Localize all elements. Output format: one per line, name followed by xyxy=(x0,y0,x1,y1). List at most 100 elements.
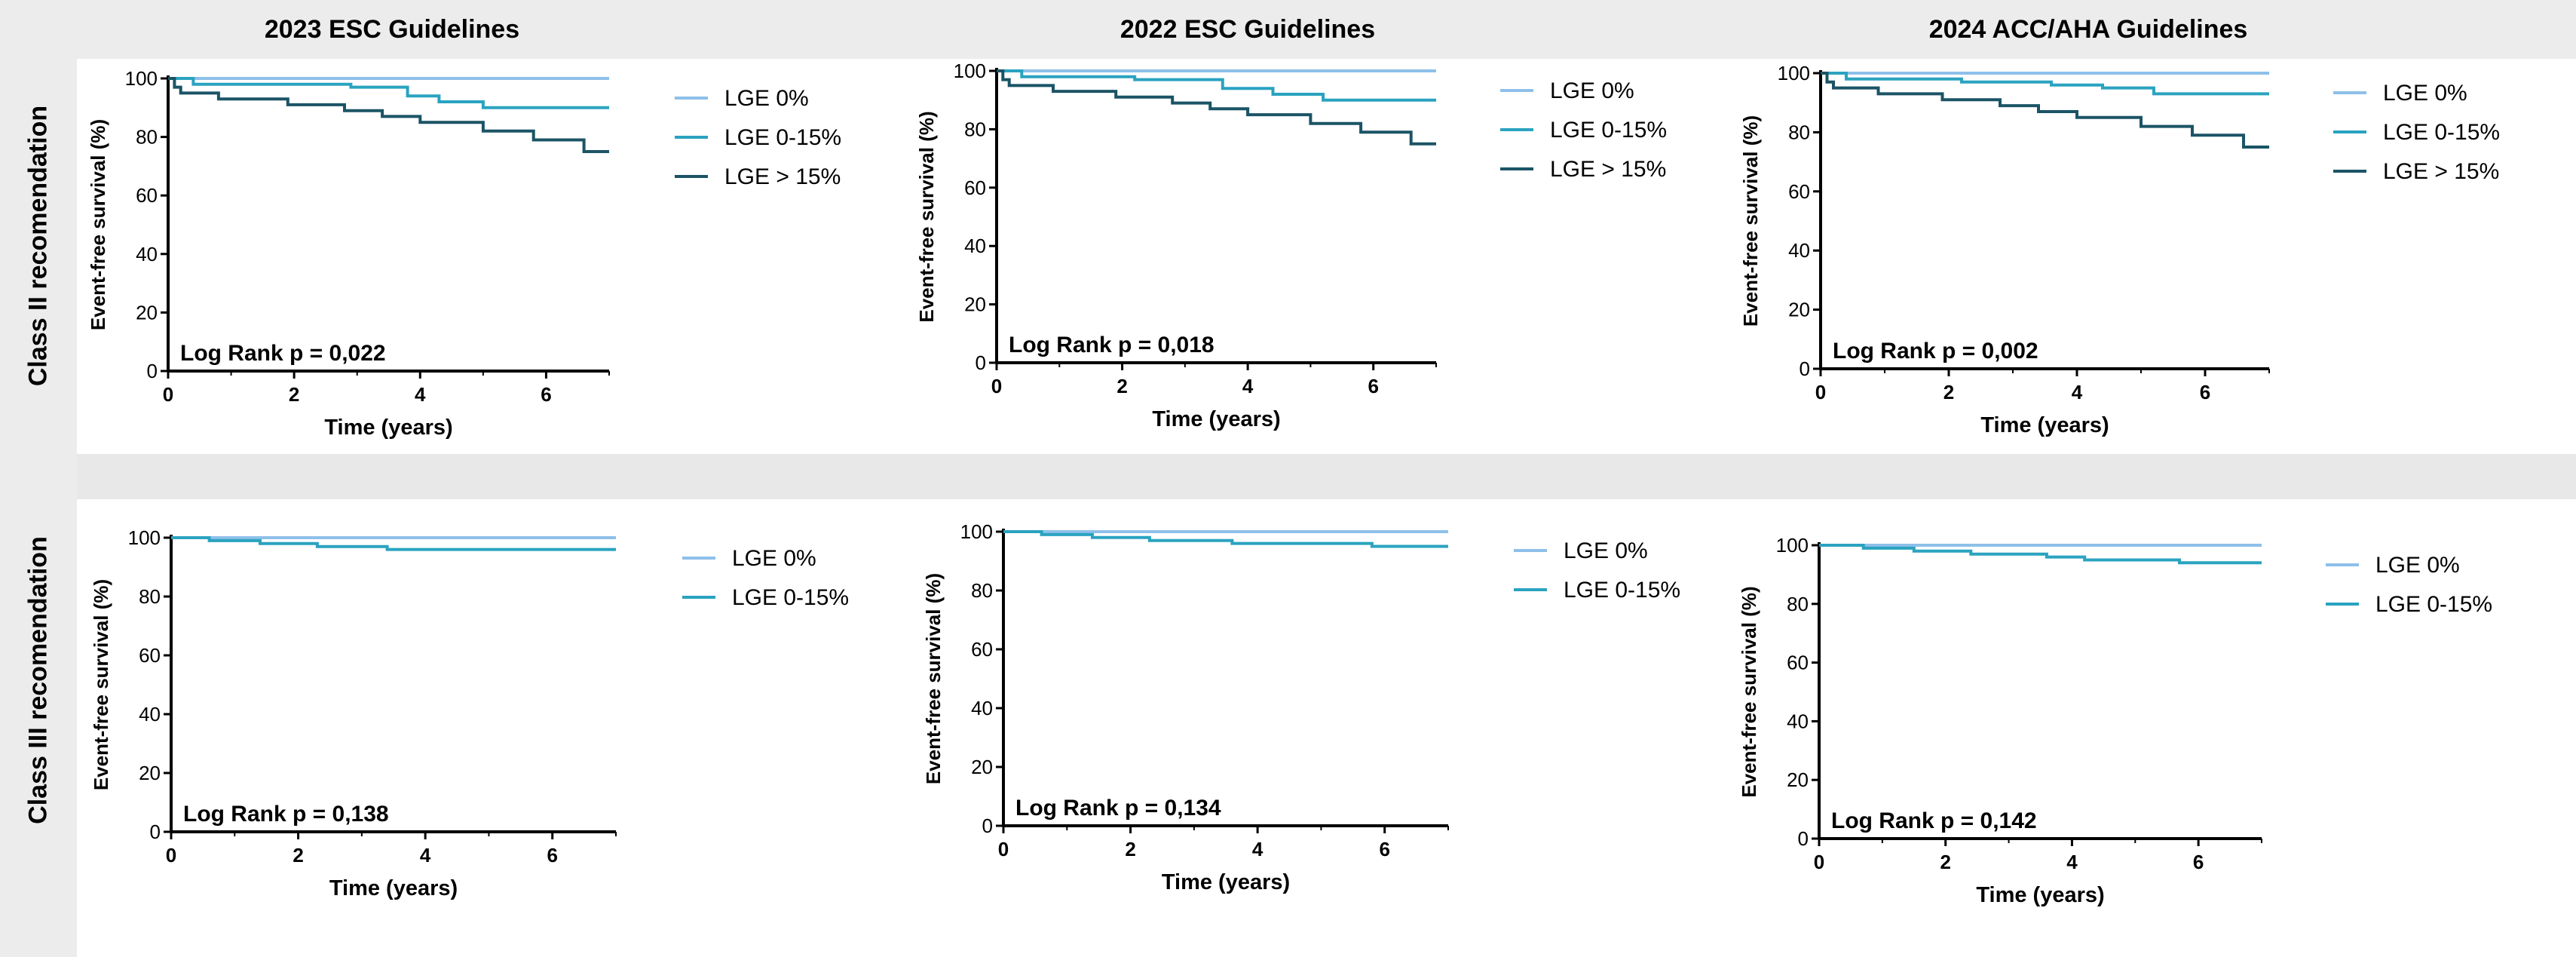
y-tick-label: 100 xyxy=(1778,62,1810,84)
legend-label: LGE 0% xyxy=(732,546,816,571)
series-line-lge-15- xyxy=(1821,72,2269,149)
y-tick-label: 40 xyxy=(1787,710,1809,732)
series-line-lge-0-15- xyxy=(1003,530,1448,548)
y-tick-label: 60 xyxy=(139,644,161,667)
series-line-lge-0-15- xyxy=(1819,544,2262,565)
column-title-2023-esc: 2023 ESC Guidelines xyxy=(264,15,520,44)
legend-label: LGE > 15% xyxy=(1550,157,1666,182)
x-tick-label: 4 xyxy=(2072,381,2083,403)
x-tick-label: 2 xyxy=(293,844,303,867)
x-tick-label: 0 xyxy=(1814,851,1824,873)
x-tick-label: 4 xyxy=(1242,375,1254,397)
x-axis-label: Time (years) xyxy=(1152,407,1280,431)
log-rank-annotation: Log Rank p = 0,002 xyxy=(1833,339,2038,363)
y-tick-label: 100 xyxy=(128,526,161,549)
y-tick-label: 100 xyxy=(1776,534,1809,557)
y-tick-label: 80 xyxy=(139,585,161,608)
x-tick-label: 6 xyxy=(2193,851,2204,873)
y-tick-label: 0 xyxy=(1798,827,1809,850)
column-header-band xyxy=(0,0,2576,59)
x-tick-label: 4 xyxy=(415,383,426,406)
y-axis-label: Event-free survival (%) xyxy=(87,119,109,330)
series-line-lge-15- xyxy=(168,77,609,153)
x-tick-label: 2 xyxy=(1943,381,1954,403)
km-panel-5: 0 20 40 60 80 100 0 2 4 6 Time (years) Event-free s… xyxy=(922,520,1680,894)
y-axis-label: Event-free survival (%) xyxy=(1738,586,1760,797)
y-tick-label: 20 xyxy=(136,301,158,324)
legend-label: LGE 0% xyxy=(724,86,809,111)
y-tick-label: 20 xyxy=(971,756,993,778)
legend-label: LGE 0-15% xyxy=(1550,118,1667,143)
x-tick-label: 4 xyxy=(2066,851,2078,873)
y-axis-label: Event-free survival (%) xyxy=(1739,115,1762,327)
x-tick-label: 0 xyxy=(166,844,176,867)
x-tick-label: 2 xyxy=(289,383,299,406)
y-tick-label: 0 xyxy=(150,821,161,843)
y-tick-label: 0 xyxy=(982,814,993,837)
x-axis-label: Time (years) xyxy=(329,876,458,900)
y-tick-label: 80 xyxy=(136,126,158,149)
series-line-lge-0-15- xyxy=(171,536,616,551)
y-tick-label: 60 xyxy=(971,638,993,661)
y-tick-label: 20 xyxy=(1788,299,1810,321)
x-tick-label: 4 xyxy=(420,844,431,867)
y-tick-label: 80 xyxy=(971,579,993,602)
log-rank-annotation: Log Rank p = 0,142 xyxy=(1831,808,2037,833)
y-tick-label: 60 xyxy=(964,176,986,199)
row-header-band xyxy=(0,0,77,957)
log-rank-annotation: Log Rank p = 0,138 xyxy=(183,802,389,827)
x-tick-label: 6 xyxy=(1368,375,1378,397)
km-panel-4: 0 20 40 60 80 100 0 2 4 6 Time (years) Event-free s… xyxy=(90,526,849,900)
legend-label: LGE 0-15% xyxy=(724,125,841,150)
y-tick-label: 0 xyxy=(976,351,986,374)
x-tick-label: 6 xyxy=(541,383,551,406)
legend-label: LGE 0-15% xyxy=(1564,578,1680,603)
legend-label: LGE 0% xyxy=(1550,78,1634,103)
series-line-lge-15- xyxy=(997,69,1436,146)
y-tick-label: 60 xyxy=(136,184,158,207)
x-tick-label: 2 xyxy=(1940,851,1950,873)
log-rank-annotation: Log Rank p = 0,022 xyxy=(180,341,386,366)
x-tick-label: 6 xyxy=(547,844,557,867)
y-axis-label: Event-free survival (%) xyxy=(90,579,112,790)
legend-label: LGE 0% xyxy=(2375,553,2460,578)
y-tick-label: 60 xyxy=(1788,180,1810,203)
x-axis-label: Time (years) xyxy=(324,416,452,440)
y-tick-label: 20 xyxy=(964,293,986,316)
legend-label: LGE 0-15% xyxy=(732,585,849,610)
y-axis-label: Event-free survival (%) xyxy=(922,573,945,784)
y-tick-label: 0 xyxy=(1800,357,1810,380)
y-tick-label: 100 xyxy=(125,67,158,90)
legend-label: LGE 0% xyxy=(2383,81,2467,106)
x-tick-label: 6 xyxy=(1379,838,1389,860)
x-tick-label: 0 xyxy=(1815,381,1826,403)
legend-label: LGE > 15% xyxy=(724,164,841,189)
x-axis-label: Time (years) xyxy=(1162,870,1290,894)
y-tick-label: 100 xyxy=(960,520,993,543)
km-panel-3: 0 20 40 60 80 100 0 2 4 6 Time (years) Event-free s… xyxy=(1739,62,2500,437)
legend-label: LGE 0-15% xyxy=(2383,120,2500,145)
y-tick-label: 20 xyxy=(139,762,161,784)
x-tick-label: 2 xyxy=(1116,375,1127,397)
x-tick-label: 2 xyxy=(1125,838,1135,860)
x-tick-label: 0 xyxy=(163,383,173,406)
x-tick-label: 0 xyxy=(998,838,1009,860)
y-tick-label: 40 xyxy=(1788,239,1810,262)
y-tick-label: 40 xyxy=(964,235,986,257)
series-line-lge-0-15- xyxy=(1821,72,2269,96)
y-axis-label: Event-free survival (%) xyxy=(915,111,938,322)
km-panel-1: 0 20 40 60 80 100 0 2 4 6 Time (years) Event-free s… xyxy=(87,67,841,440)
legend-label: LGE 0% xyxy=(1564,538,1648,563)
row-separator-band xyxy=(0,454,2576,499)
x-axis-label: Time (years) xyxy=(1976,883,2104,907)
y-tick-label: 80 xyxy=(964,118,986,140)
x-tick-label: 6 xyxy=(2200,381,2210,403)
x-tick-label: 4 xyxy=(1252,838,1263,860)
y-tick-label: 40 xyxy=(971,697,993,719)
series-line-lge-0-15- xyxy=(168,77,609,109)
series-line-lge-0-15- xyxy=(997,69,1436,102)
y-tick-label: 60 xyxy=(1787,652,1809,674)
y-tick-label: 0 xyxy=(147,360,158,382)
log-rank-annotation: Log Rank p = 0,134 xyxy=(1015,796,1221,821)
